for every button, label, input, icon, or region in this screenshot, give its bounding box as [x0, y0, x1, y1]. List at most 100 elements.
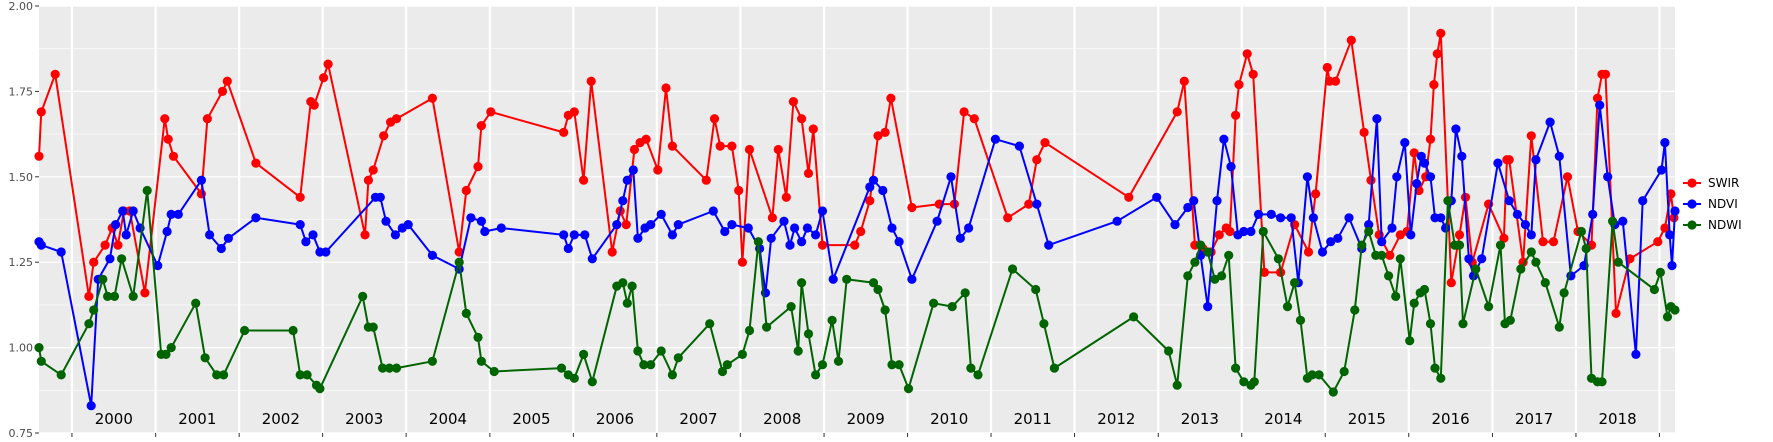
ndwi-point — [1526, 247, 1536, 257]
ndwi-point — [1249, 377, 1259, 387]
ndwi-point — [1231, 363, 1241, 373]
swir-point — [865, 196, 875, 206]
y-tick-label: 1.75 — [9, 85, 34, 98]
ndvi-point — [790, 223, 800, 233]
ndvi-point — [1253, 209, 1264, 219]
ndwi-point — [947, 302, 957, 312]
ndvi-point — [1412, 179, 1422, 189]
year-label: 2010 — [930, 410, 968, 428]
ndvi-point — [223, 233, 233, 243]
ndvi-point — [86, 401, 96, 411]
ndvi-point — [1660, 138, 1670, 148]
ndvi-point — [111, 220, 121, 230]
ndvi-point — [295, 220, 305, 230]
year-label: 2017 — [1515, 410, 1553, 428]
ndwi-point — [1559, 288, 1569, 298]
ndwi-point — [1458, 319, 1468, 329]
ndvi-point — [321, 247, 331, 257]
swir-point — [1179, 76, 1189, 86]
ndvi-point — [1667, 261, 1677, 271]
ndvi-point — [569, 230, 579, 240]
ndwi-point — [302, 370, 312, 380]
ndvi-point — [466, 213, 476, 223]
ndwi-point — [868, 278, 879, 288]
legend-key-point-swir — [1687, 178, 1697, 188]
swir-point — [959, 107, 969, 117]
ndvi-point — [121, 230, 131, 240]
swir-point — [1032, 155, 1042, 165]
swir-point — [817, 240, 828, 250]
ndvi-point — [1308, 213, 1318, 223]
swir-point — [113, 240, 123, 250]
swir-point — [569, 107, 579, 117]
ndwi-point — [1164, 346, 1174, 356]
ndvi-point — [646, 220, 656, 230]
ndvi-point — [216, 243, 226, 254]
swir-point — [1592, 93, 1603, 103]
ndwi-point — [1405, 336, 1415, 346]
ndvi-point — [894, 237, 904, 247]
swir-point — [140, 288, 150, 298]
ndvi-point — [797, 237, 807, 247]
swir-point — [1432, 49, 1442, 59]
year-label: 2015 — [1348, 410, 1386, 428]
ndwi-point — [473, 332, 483, 342]
ndwi-point — [1531, 257, 1541, 267]
ndwi-point — [1391, 291, 1401, 301]
ndwi-point — [744, 325, 755, 336]
ndvi-point — [196, 175, 206, 185]
ndwi-point — [161, 349, 171, 359]
swir-point — [1395, 230, 1405, 240]
ndvi-point — [1014, 141, 1024, 151]
swir-point — [727, 141, 737, 151]
swir-point — [295, 192, 305, 202]
swir-point — [1024, 199, 1034, 209]
ndvi-point — [476, 216, 486, 226]
swir-point — [709, 114, 720, 124]
ndvi-point — [559, 230, 569, 240]
ndwi-point — [1454, 240, 1465, 250]
ndvi-point — [1266, 209, 1276, 219]
ndwi-point — [1419, 284, 1430, 295]
swir-point — [1499, 233, 1509, 243]
swir-point — [1359, 127, 1369, 137]
swir-point — [579, 175, 589, 185]
ndvi-point — [1603, 172, 1613, 182]
ndvi-point — [907, 274, 917, 284]
ndvi-point — [1203, 302, 1213, 312]
ndvi-point — [1302, 172, 1312, 182]
swir-point — [1346, 35, 1356, 45]
ndvi-point — [1441, 223, 1451, 233]
swir-point — [559, 127, 569, 137]
series-ndwi — [34, 185, 1680, 397]
ndwi-point — [786, 302, 796, 312]
ndvi-point — [1670, 206, 1680, 216]
ndvi-point — [828, 274, 838, 284]
swir-point — [1653, 237, 1663, 247]
legend-label-swir: SWIR — [1708, 176, 1739, 190]
ndvi-point — [622, 175, 632, 185]
year-label: 2005 — [512, 410, 550, 428]
ndwi-point — [833, 356, 844, 366]
swir-point — [1303, 247, 1314, 257]
ndwi-point — [1295, 315, 1306, 325]
ndwi-point — [89, 305, 99, 315]
ndwi-point — [1190, 257, 1200, 267]
swir-point — [734, 185, 744, 196]
swir-point — [886, 93, 896, 103]
ndvi-point — [1419, 158, 1430, 168]
ndvi-point — [990, 134, 1001, 144]
ndwi-point — [579, 349, 589, 359]
ndvi-point — [817, 206, 828, 216]
ndvi-point — [1372, 114, 1382, 124]
ndwi-point — [1384, 271, 1394, 281]
series-ndvi — [34, 100, 1680, 411]
ndwi-point — [1239, 377, 1249, 387]
ndvi-point — [1588, 209, 1598, 219]
ndvi-point — [587, 254, 597, 264]
swir-point — [1225, 226, 1235, 237]
swir-point — [202, 114, 212, 124]
ndvi-point — [1464, 254, 1474, 264]
ndwi-point — [384, 363, 394, 373]
swir-point — [744, 144, 755, 155]
